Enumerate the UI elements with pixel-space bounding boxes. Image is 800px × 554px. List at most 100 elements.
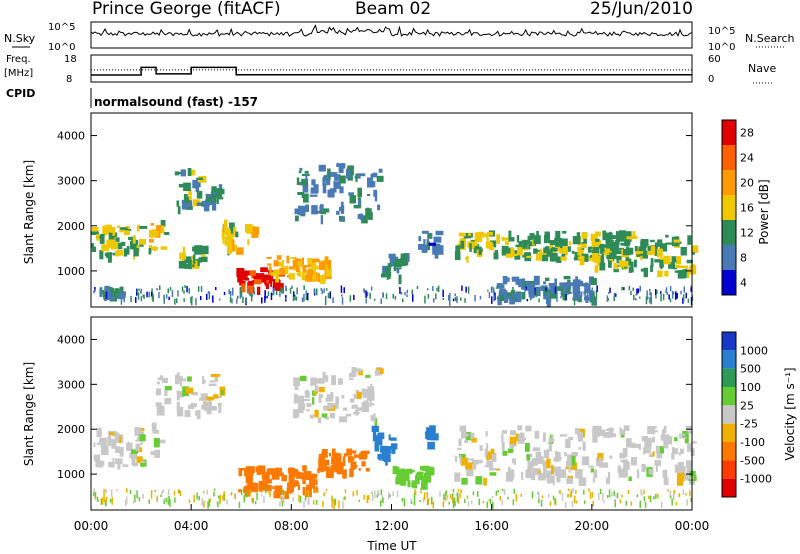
noise-cell [222, 495, 224, 500]
heatmap-cell [621, 266, 624, 270]
heatmap-cell [188, 190, 192, 195]
noise-cell [606, 295, 609, 302]
heatmap-cell [388, 253, 396, 259]
heatmap-cell [177, 391, 185, 398]
noise-cell [406, 289, 409, 294]
heatmap-cell [289, 474, 293, 483]
noise-cell [329, 291, 331, 299]
heatmap-cell [678, 462, 685, 466]
heatmap-cell [258, 480, 266, 491]
noise-cell [630, 501, 633, 506]
heatmap-cell [115, 242, 123, 250]
velocity-ylabel: Slant Range [km] [22, 362, 36, 466]
heatmap-cell [302, 486, 306, 496]
noise-cell [621, 494, 623, 498]
noise-cell [560, 296, 562, 299]
heatmap-cell [611, 242, 617, 252]
noise-cell [443, 493, 445, 501]
noise-cell [183, 298, 185, 302]
noise-cell [648, 495, 650, 499]
noise-cell [676, 292, 678, 299]
heatmap-cell [99, 234, 105, 244]
heatmap-cell [160, 220, 166, 227]
heatmap-cell [592, 247, 600, 256]
heatmap-cell [354, 368, 362, 373]
noise-cell [338, 500, 340, 509]
heatmap-cell [561, 238, 568, 247]
noise-cell [176, 298, 178, 304]
heatmap-cell [140, 442, 143, 445]
heatmap-cell [254, 483, 259, 493]
heatmap-cell [247, 469, 254, 477]
heatmap-cell [338, 378, 343, 385]
x-tick-label: 08:00 [274, 519, 309, 533]
heatmap-cell [302, 184, 309, 193]
noise-cell [531, 491, 534, 499]
heatmap-cell [548, 438, 555, 443]
heatmap-cell [421, 246, 428, 253]
noise-cell [230, 492, 233, 496]
noise-cell [142, 494, 144, 499]
heatmap-cell [418, 236, 422, 242]
heatmap-cell [349, 195, 357, 204]
heatmap-cell [256, 274, 265, 283]
heatmap-cell [628, 266, 633, 273]
noise-cell [344, 489, 347, 494]
noise-cell [406, 294, 408, 298]
heatmap-cell [687, 235, 692, 245]
heatmap-cell [608, 472, 611, 479]
heatmap-cell [132, 462, 138, 467]
heatmap-cell [624, 468, 628, 477]
noise-cell [591, 293, 593, 300]
noise-cell [640, 489, 642, 496]
noise-cell [583, 291, 585, 295]
heatmap-cell [318, 461, 325, 471]
heatmap-cell [377, 204, 381, 211]
noise-cell [113, 290, 116, 295]
heatmap-cell [465, 462, 473, 470]
beam-title: Beam 02 [355, 0, 431, 19]
noise-cell [426, 491, 428, 498]
noise-cell [230, 291, 232, 297]
heatmap-cell [250, 482, 256, 492]
heatmap-cell [152, 429, 160, 434]
noise-cell [466, 495, 469, 499]
heatmap-cell [518, 240, 523, 247]
heatmap-cell [663, 477, 669, 486]
noise-cell [435, 293, 437, 300]
noise-cell [491, 296, 493, 304]
heatmap-cell [355, 173, 358, 182]
noise-cell [264, 291, 266, 300]
heatmap-cell [503, 294, 509, 303]
heatmap-cell [429, 467, 435, 476]
heatmap-cell [201, 404, 208, 410]
heatmap-cell [484, 464, 491, 468]
heatmap-cell [191, 255, 194, 259]
noise-cell [349, 295, 352, 302]
heatmap-cell [157, 439, 166, 444]
noise-cell [584, 500, 586, 504]
heatmap-cell [365, 208, 372, 217]
noise-cell [140, 288, 143, 292]
colorbar-swatch [722, 423, 736, 442]
noise-cell [635, 298, 637, 301]
heatmap-cell [425, 466, 433, 470]
heatmap-cell [565, 461, 572, 467]
noise-cell [305, 290, 307, 296]
noise-cell [178, 490, 181, 494]
heatmap-cell [570, 462, 577, 470]
heatmap-cell [672, 447, 675, 455]
noise-cell [352, 491, 355, 497]
heatmap-cell [568, 436, 574, 441]
heatmap-cell [214, 374, 219, 382]
noise-cell [535, 289, 537, 298]
noise-cell [285, 288, 287, 292]
colorbar-tick: 25 [740, 399, 754, 412]
heatmap-cell [464, 439, 468, 444]
noise-cell [96, 496, 99, 502]
heatmap-cell [301, 271, 305, 277]
heatmap-cell [365, 467, 370, 472]
noise-cell [332, 297, 334, 303]
heatmap-cell [599, 429, 606, 436]
noise-cell [436, 287, 438, 292]
